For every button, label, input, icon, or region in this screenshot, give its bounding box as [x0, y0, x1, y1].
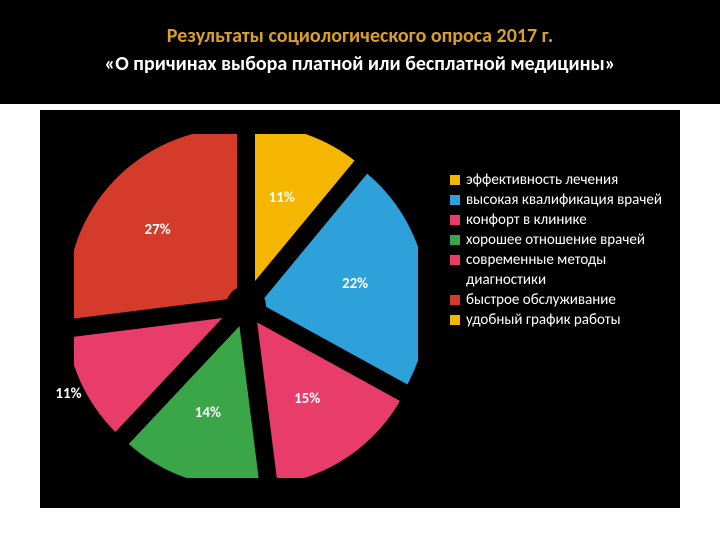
- pie-pct-label: 14%: [195, 404, 221, 422]
- legend-swatch: [450, 175, 460, 185]
- pie-pct-label: 15%: [294, 390, 320, 408]
- pie-chart: 11%22%15%14%27%11%: [74, 134, 418, 478]
- legend-label: высокая квалификация врачей: [466, 190, 670, 210]
- legend-label: эффективность лечения: [466, 170, 670, 190]
- legend-item: удобный график работы: [450, 310, 670, 330]
- pie-svg: [74, 134, 418, 478]
- slide: Результаты социологического опроса 2017 …: [0, 0, 720, 540]
- legend-swatch: [450, 255, 460, 265]
- legend-swatch: [450, 215, 460, 225]
- pie-pct-label-outer: 11%: [55, 385, 81, 403]
- legend-swatch: [450, 315, 460, 325]
- title-band: Результаты социологического опроса 2017 …: [0, 0, 720, 104]
- legend-swatch: [450, 195, 460, 205]
- legend-swatch: [450, 295, 460, 305]
- legend-item: высокая квалификация врачей: [450, 190, 670, 210]
- legend-label: хорошее отношение врачей: [466, 230, 670, 250]
- title-line1: Результаты социологического опроса 2017 …: [0, 0, 720, 48]
- chart-zone: 11% 22% 15% 14% 27% 11% эффективность лечения…: [40, 110, 680, 508]
- legend-label: удобный график работы: [466, 310, 670, 330]
- legend-item: эффективность лечения: [450, 170, 670, 190]
- title-line2: «О причинах выбора платной или бесплатно…: [0, 48, 720, 76]
- legend: эффективность лечениявысокая квалификаци…: [450, 170, 670, 330]
- legend-item: хорошее отношение врачей: [450, 230, 670, 250]
- pie-pct-label: 11%: [269, 189, 295, 207]
- legend-label: быстрое обслуживание: [466, 290, 670, 310]
- legend-swatch: [450, 235, 460, 245]
- legend-item: быстрое обслуживание: [450, 290, 670, 310]
- pie-pct-label: 22%: [342, 275, 368, 293]
- legend-label: современные методы диагностики: [466, 250, 670, 290]
- pie-pct-label: 27%: [144, 221, 170, 239]
- legend-item: конфорт в клинике: [450, 210, 670, 230]
- pie-hub: [226, 286, 266, 326]
- legend-label: конфорт в клинике: [466, 210, 670, 230]
- legend-item: современные методы диагностики: [450, 250, 670, 290]
